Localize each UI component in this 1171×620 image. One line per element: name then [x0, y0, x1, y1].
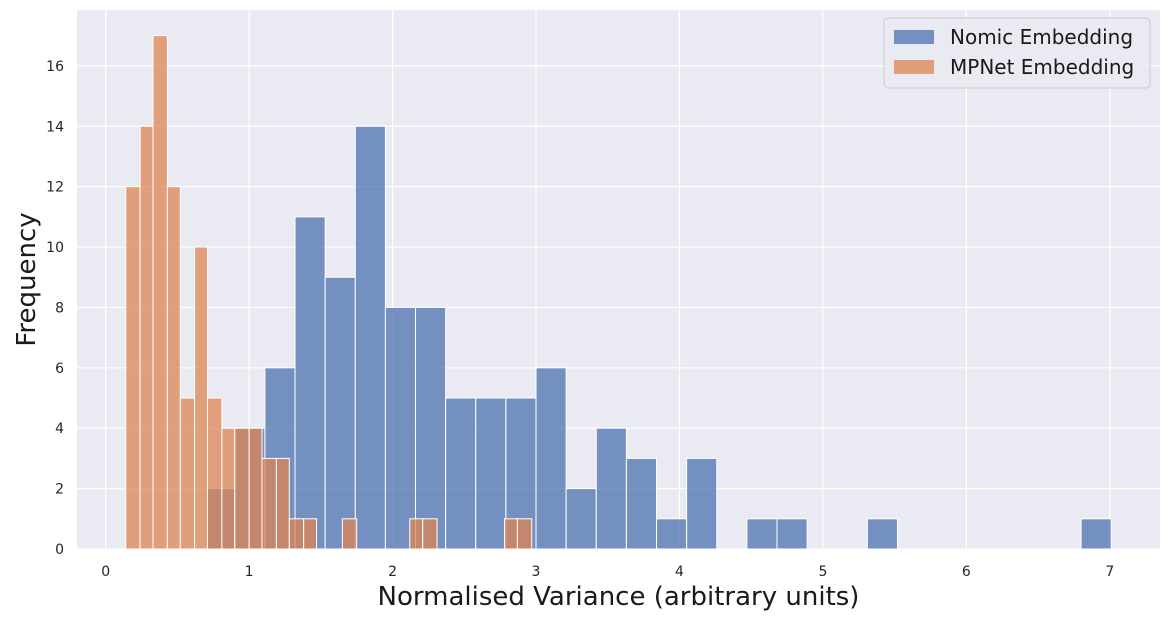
nomic-bar: [686, 457, 718, 550]
y-tick-label: 10: [46, 240, 64, 256]
x-axis-label: Normalised Variance (arbitrary units): [378, 582, 860, 612]
nomic-bar: [776, 518, 808, 550]
mpnet-bar: [422, 518, 438, 550]
y-tick-label: 0: [55, 542, 64, 558]
mpnet-bar: [125, 186, 141, 550]
nomic-bar: [384, 306, 417, 550]
mpnet-bar: [234, 427, 250, 550]
legend-box: [883, 17, 1151, 89]
nomic-bar: [324, 276, 356, 550]
mpnet-bar: [288, 518, 305, 550]
legend-swatch-mpnet: [894, 60, 934, 74]
nomic-bar: [746, 518, 778, 550]
mpnet-bar: [503, 518, 518, 550]
mpnet-bar: [166, 186, 181, 550]
y-tick-label: 6: [55, 361, 64, 377]
nomic-bar: [354, 125, 386, 550]
nomic-bar: [625, 457, 658, 550]
y-tick-label: 4: [55, 421, 64, 437]
y-tick-label: 8: [55, 300, 64, 316]
mpnet-bar: [248, 427, 263, 550]
nomic-bar: [1080, 518, 1112, 550]
y-tick-label: 14: [46, 119, 64, 135]
y-tick-label: 12: [46, 180, 64, 196]
nomic-bar: [565, 488, 597, 550]
mpnet-bar: [409, 518, 424, 550]
mpnet-bar: [261, 457, 277, 550]
mpnet-bar: [207, 397, 223, 550]
nomic-bar: [535, 367, 567, 550]
mpnet-bars: [125, 35, 533, 550]
x-tick-label: 0: [101, 564, 110, 580]
y-tick-label: 2: [55, 482, 64, 498]
x-tick-labels: 0 1 2 3 4 5 6 7: [101, 564, 1114, 580]
mpnet-bar: [341, 518, 358, 550]
legend-swatch-nomic: [894, 30, 934, 44]
legend-label-mpnet: MPNet Embedding: [950, 55, 1134, 79]
nomic-bar: [656, 518, 688, 550]
nomic-bar: [415, 306, 447, 550]
mpnet-bar: [516, 518, 533, 550]
nomic-bar: [445, 397, 477, 550]
nomic-bar: [294, 216, 326, 550]
x-tick-label: 2: [388, 564, 397, 580]
nomic-bar: [475, 397, 507, 550]
x-tick-label: 1: [245, 564, 254, 580]
mpnet-bar: [194, 246, 209, 550]
nomic-bar: [866, 518, 898, 550]
mpnet-bar: [303, 518, 318, 550]
nomic-bar: [595, 427, 627, 550]
x-tick-label: 7: [1105, 564, 1114, 580]
x-tick-label: 3: [532, 564, 541, 580]
x-tick-label: 4: [675, 564, 684, 580]
y-tick-labels: 0 2 4 6 8 10 12 14 16: [46, 59, 64, 558]
legend: Nomic Embedding MPNet Embedding: [883, 17, 1151, 89]
y-axis-label: Frequency: [12, 212, 42, 346]
y-tick-label: 16: [46, 59, 64, 75]
x-tick-label: 5: [818, 564, 827, 580]
mpnet-bar: [179, 397, 196, 550]
x-tick-label: 6: [962, 564, 971, 580]
legend-label-nomic: Nomic Embedding: [950, 25, 1133, 49]
mpnet-bar: [275, 457, 290, 550]
mpnet-bar: [221, 427, 236, 550]
mpnet-bar: [139, 125, 154, 550]
mpnet-bar: [152, 35, 168, 550]
